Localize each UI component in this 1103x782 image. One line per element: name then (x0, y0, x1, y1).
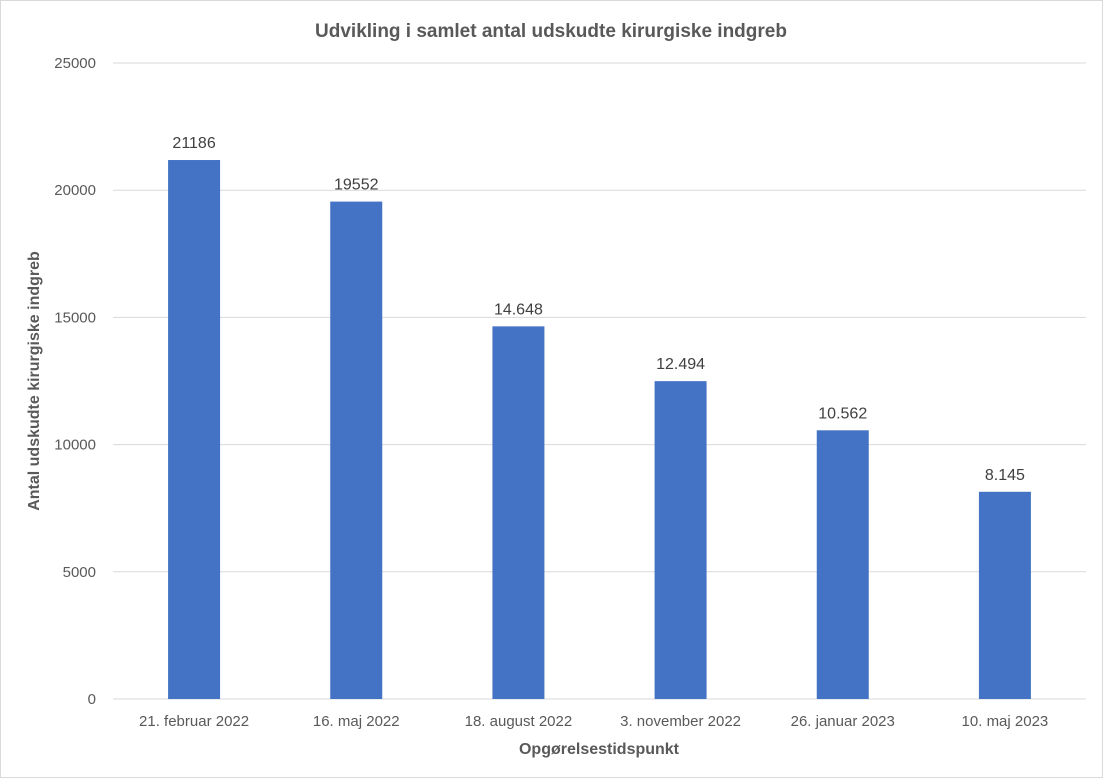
data-label: 14.648 (494, 301, 543, 318)
bar (168, 160, 221, 700)
data-label: 19552 (334, 177, 379, 194)
bar (654, 381, 707, 699)
bar (492, 326, 545, 699)
x-tick-label: 16. maj 2022 (313, 713, 400, 730)
y-axis-ticks: 0 5000 10000 15000 20000 25000 (54, 55, 96, 708)
x-tick-label: 3. november 2022 (620, 713, 741, 730)
data-label: 21186 (172, 135, 215, 152)
chart-title: Udvikling i samlet antal udskudte kirurg… (315, 21, 787, 42)
bar (978, 491, 1031, 699)
y-axis-title: Antal udskudte kirurgiske indgreb (26, 251, 43, 511)
x-axis-title: Opgørelsestidspunkt (519, 741, 680, 758)
y-tick-label: 15000 (54, 309, 96, 326)
data-label: 10.562 (818, 405, 867, 422)
x-tick-label: 26. januar 2023 (791, 713, 895, 730)
y-tick-label: 25000 (54, 55, 96, 72)
gridlines (113, 62, 1086, 700)
x-tick-label: 21. februar 2022 (139, 713, 249, 730)
data-labels: 21186 19552 14.648 12.494 10.562 8.145 (172, 135, 1025, 484)
data-label: 12.494 (656, 356, 705, 373)
y-tick-label: 10000 (54, 437, 96, 454)
x-axis-ticks: 21. februar 2022 16. maj 2022 18. august 2… (139, 713, 1048, 730)
bars (168, 160, 1031, 700)
bar (816, 430, 869, 699)
y-tick-label: 20000 (54, 182, 96, 199)
x-tick-label: 18. august 2022 (465, 713, 573, 730)
bar (330, 201, 383, 700)
y-tick-label: 5000 (63, 564, 96, 581)
y-tick-label: 0 (88, 691, 96, 708)
data-label: 8.145 (985, 467, 1025, 484)
x-tick-label: 10. maj 2023 (962, 713, 1049, 730)
